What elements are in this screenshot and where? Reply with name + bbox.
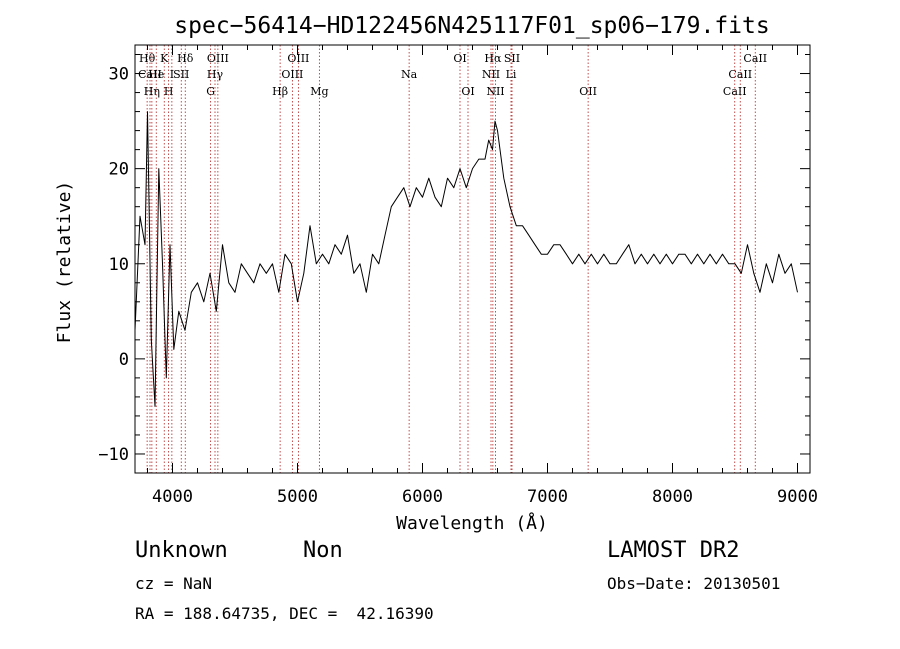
spectral-line-label: H [164, 85, 174, 98]
y-tick-label: 30 [109, 65, 129, 85]
object-subclass: Non [303, 538, 343, 563]
spectral-line-label: Hδ [177, 52, 194, 65]
object-class: Unknown [135, 538, 228, 563]
spectral-line-label: Na [401, 68, 418, 81]
spectral-line-label: OI [461, 85, 474, 98]
spectral-line-label: CaII [743, 52, 767, 65]
y-tick-label: 0 [119, 350, 129, 370]
x-tick-label: 8000 [652, 487, 693, 507]
spectral-line-label: Hη [144, 85, 160, 98]
survey-name: LAMOST DR2 [607, 538, 740, 563]
spectral-line-label: Hθ [139, 52, 156, 65]
x-tick-label: 9000 [777, 487, 818, 507]
x-tick-label: 7000 [527, 487, 568, 507]
x-tick-label: 4000 [152, 487, 193, 507]
spectral-line-label: NII [486, 85, 504, 98]
y-axis-label: Flux (relative) [54, 181, 75, 344]
spectral-line-label: CaII [723, 85, 747, 98]
spectral-line-label: SII [504, 52, 520, 65]
spectral-line-label: Li [506, 68, 517, 81]
spectral-line-label: Hβ [272, 85, 288, 98]
x-axis-label: Wavelength (Å) [396, 512, 548, 534]
coordinates: RA = 188.64735, DEC = 42.16390 [135, 604, 434, 623]
spectral-line-label: OIII [207, 52, 229, 65]
spectral-line-label: Hα [484, 52, 502, 65]
chart-title: spec−56414−HD122456N425117F01_sp06−179.f… [174, 13, 769, 39]
spectral-line-label: OII [579, 85, 597, 98]
spectral-line-label: Mg [310, 85, 328, 98]
y-tick-label: −10 [98, 445, 129, 465]
y-tick-label: 10 [109, 255, 129, 275]
spectral-line-label: CaII [728, 68, 752, 81]
spectrum-series-line [134, 111, 798, 407]
spectral-line-label: OIII [287, 52, 309, 65]
spectral-line-label: Hγ [207, 68, 224, 81]
plot-frame [134, 44, 811, 474]
x-tick-label: 5000 [277, 487, 318, 507]
redshift-value: cz = NaN [135, 574, 213, 593]
spectral-line-label: G [206, 85, 215, 98]
y-tick-label: 20 [109, 160, 129, 180]
spectral-line-label: K [160, 52, 169, 65]
observation-date: Obs−Date: 20130501 [607, 574, 781, 593]
spectral-line-label: He [148, 68, 164, 81]
spectral-line-label: SII [173, 68, 189, 81]
spectral-line-label: OI [453, 52, 466, 65]
spectral-line-label: NII [482, 68, 500, 81]
spectral-line-label: OIII [281, 68, 303, 81]
x-tick-label: 6000 [402, 487, 443, 507]
spectral-line-label: I [170, 68, 174, 81]
